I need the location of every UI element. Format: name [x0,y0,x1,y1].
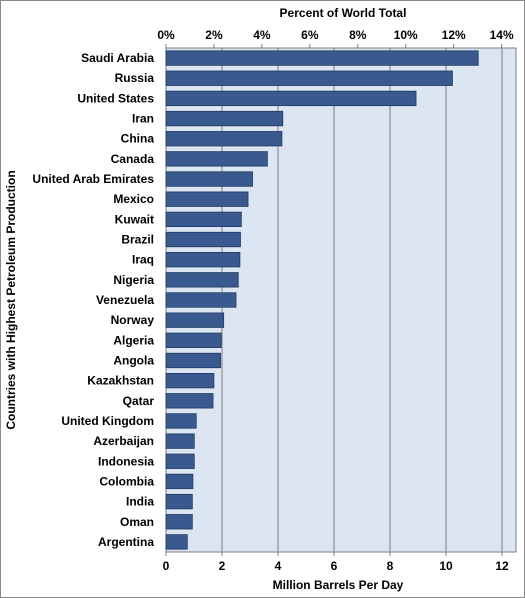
category-label: Kuwait [115,212,154,226]
bar [165,514,193,530]
category-label: Iran [132,112,154,126]
bar [165,493,193,510]
bottom-tick-label: 10 [439,559,453,573]
bottom-axis-title: Million Barrels Per Day [273,578,404,592]
category-label: Canada [111,152,155,166]
bar [165,151,268,167]
bar [165,473,194,490]
top-tick-label: 4% [253,28,271,42]
bar [165,90,417,107]
bar [165,252,241,268]
category-label: Algeria [113,333,154,347]
bar [165,433,195,449]
top-tick-label: 2% [205,28,223,42]
category-label: Azerbaijan [93,434,154,448]
bottom-tick-label: 8 [387,559,394,573]
category-label: Iraq [132,253,154,267]
category-label: Nigeria [113,273,154,287]
category-label: Venezuela [96,293,154,307]
category-label: Kazakhstan [87,374,154,388]
y-axis-title: Countries with Highest Petroleum Product… [4,170,18,429]
category-label: Angola [113,353,154,367]
bars [165,50,479,550]
category-label: Brazil [121,233,154,247]
top-tick-label: 6% [301,28,319,42]
top-tick-label: 10% [394,28,418,42]
bar [165,332,222,348]
bar [165,272,239,288]
category-label: Mexico [113,192,154,206]
category-label: Norway [111,313,155,327]
category-label: Argentina [98,535,154,549]
bar [165,191,249,207]
top-tick-label: 12% [442,28,466,42]
bar [165,110,284,127]
category-label: United States [77,91,154,105]
category-label: Oman [120,515,154,529]
bar [165,211,242,228]
category-label: India [126,495,154,509]
bottom-tick-label: 12 [495,559,509,573]
category-label: United Kingdom [61,414,154,428]
category-label: Colombia [99,474,154,488]
category-label: United Arab Emirates [32,172,154,186]
category-label: Qatar [123,394,155,408]
bar [165,292,237,308]
top-axis-title: Percent of World Total [280,6,407,20]
bottom-tick-label: 6 [331,559,338,573]
bar [165,70,453,86]
bar [165,393,214,409]
bar [165,413,197,429]
top-tick-label: 8% [349,28,367,42]
bar [165,453,195,469]
bottom-tick-label: 4 [275,559,282,573]
bottom-tick-label: 2 [219,559,226,573]
bar [165,171,253,187]
top-tick-label: 0% [157,28,175,42]
bottom-tick-label: 0 [163,559,170,573]
category-label: Saudi Arabia [81,51,154,65]
bottom-axis-ticks: 0 2 4 6 8 10 12 [163,552,509,573]
bar [165,534,188,550]
category-labels: Saudi Arabia Russia United States Iran China… [32,51,154,549]
bar [165,312,225,328]
top-axis-ticks: 0% 2% 4% 6% 8% 10% 12% 14% [157,28,514,48]
bar [165,50,479,66]
top-tick-label: 14% [490,28,514,42]
category-label: Indonesia [98,454,154,468]
category-label: China [121,132,155,146]
category-label: Russia [115,71,155,85]
bar [165,231,241,248]
bar [165,372,215,389]
bar [165,131,283,147]
bar [165,352,221,369]
